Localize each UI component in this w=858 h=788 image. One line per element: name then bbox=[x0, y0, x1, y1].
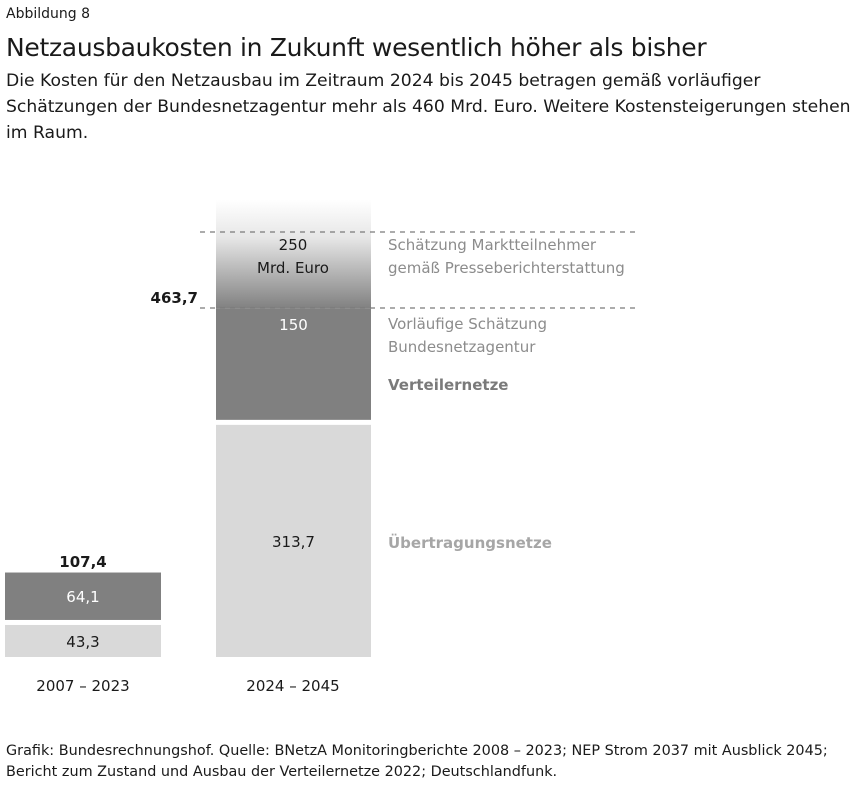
x-tick-2007-2023: 2007 – 2023 bbox=[36, 677, 129, 695]
legend-verteilernetze: Verteilernetze bbox=[388, 376, 508, 394]
chart-title: Netzausbaukosten in Zukunft wesentlich h… bbox=[6, 33, 707, 62]
annotation-market-2: gemäß Presseberichterstattung bbox=[388, 259, 625, 277]
legend-uebertragungsnetze: Übertragungsnetze bbox=[388, 533, 552, 552]
x-tick-2024-2045: 2024 – 2045 bbox=[246, 677, 339, 695]
bar-value-label: 43,3 bbox=[66, 633, 99, 651]
total-label-2024-2045: 463,7 bbox=[151, 289, 198, 307]
bar-value-label: 150 bbox=[279, 316, 308, 334]
estimate-unit-label: Mrd. Euro bbox=[257, 259, 329, 277]
bar-verteilernetze-0 bbox=[5, 572, 161, 620]
annotation-bnetza-1: Vorläufige Schätzung bbox=[388, 315, 547, 333]
annotation-market-1: Schätzung Marktteilnehmer bbox=[388, 236, 597, 254]
bar-estimate-market bbox=[216, 200, 371, 309]
bar-value-label: 64,1 bbox=[66, 588, 99, 606]
chart-source: Grafik: Bundesrechnungshof. Quelle: BNet… bbox=[6, 743, 828, 780]
bar-value-label: 313,7 bbox=[272, 533, 315, 551]
bar-uebertragungsnetze-1 bbox=[216, 424, 371, 657]
figure-label: Abbildung 8 bbox=[6, 6, 91, 22]
chart-subtitle: Die Kosten für den Netzausbau im Zeitrau… bbox=[6, 71, 851, 143]
total-label-2007-2023: 107,4 bbox=[59, 553, 106, 571]
estimate-value-label: 250 bbox=[279, 236, 308, 254]
bar-verteilernetze-1 bbox=[216, 308, 371, 420]
annotation-bnetza-2: Bundesnetzagentur bbox=[388, 338, 536, 356]
bar-uebertragungsnetze-0 bbox=[5, 624, 161, 657]
